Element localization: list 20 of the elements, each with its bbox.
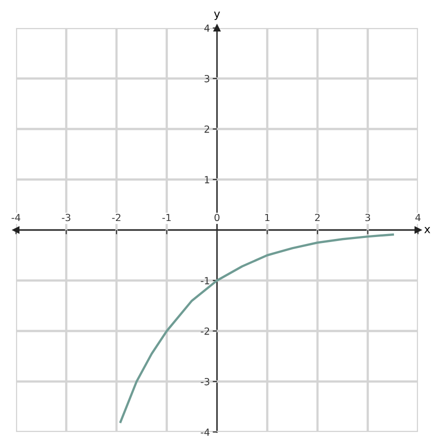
x-axis-title: x — [424, 226, 430, 234]
x-tick-label: 3 — [365, 214, 370, 222]
x-tick-label: 4 — [415, 214, 421, 222]
x-tick-label: -1 — [162, 214, 171, 222]
y-tick-label: 3 — [204, 74, 210, 82]
x-tick-label: 1 — [265, 214, 270, 222]
x-tick-label: -4 — [12, 214, 20, 222]
y-tick-label: 4 — [204, 24, 210, 32]
x-tick-label: -3 — [62, 214, 70, 222]
x-tick-label: 2 — [315, 214, 320, 222]
x-tick-label: 0 — [214, 214, 220, 222]
y-tick-label: -1 — [200, 277, 210, 284]
y-tick-label: -3 — [200, 378, 210, 386]
line-series — [119, 233, 394, 424]
y-tick-label: -2 — [200, 327, 210, 335]
y-tick-label: 2 — [204, 125, 210, 133]
y-axis-title: y — [214, 12, 220, 20]
y-tick-label: 1 — [204, 176, 210, 184]
x-tick-label: -2 — [112, 214, 120, 222]
y-tick-label: -4 — [200, 428, 210, 436]
